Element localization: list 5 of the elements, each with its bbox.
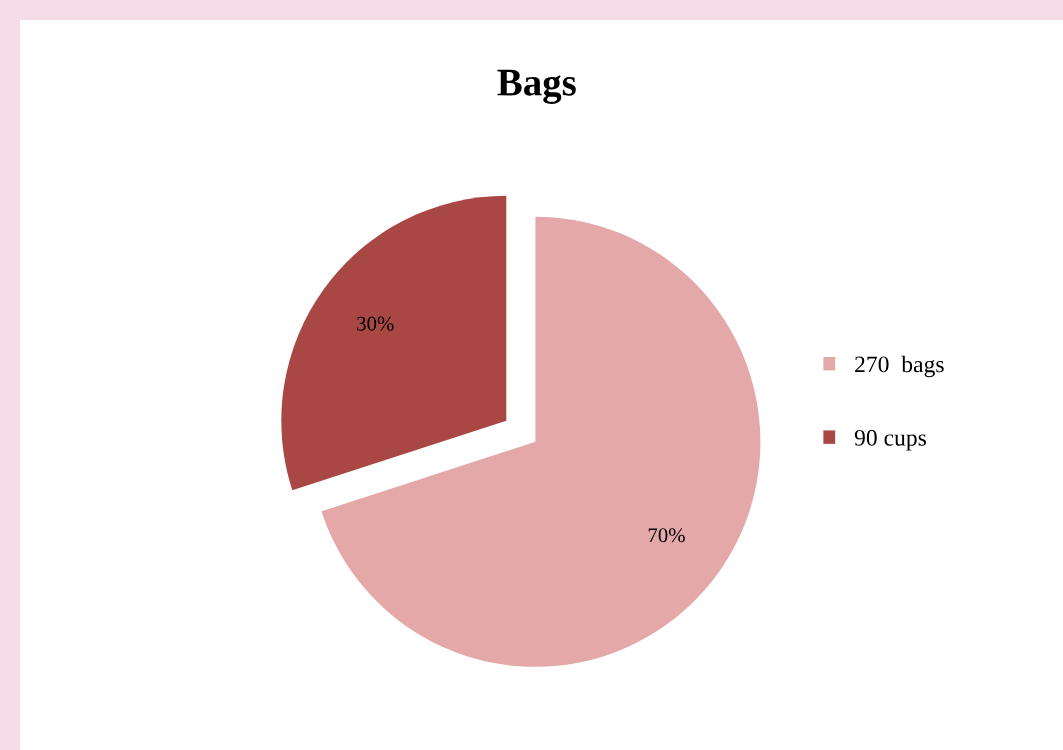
- chart-title: Bags: [497, 69, 576, 104]
- data-label: 70%: [648, 528, 685, 543]
- legend-label: 90 cups: [854, 429, 926, 451]
- data-label: 30%: [357, 316, 394, 331]
- legend-label: 270 bags: [855, 355, 944, 378]
